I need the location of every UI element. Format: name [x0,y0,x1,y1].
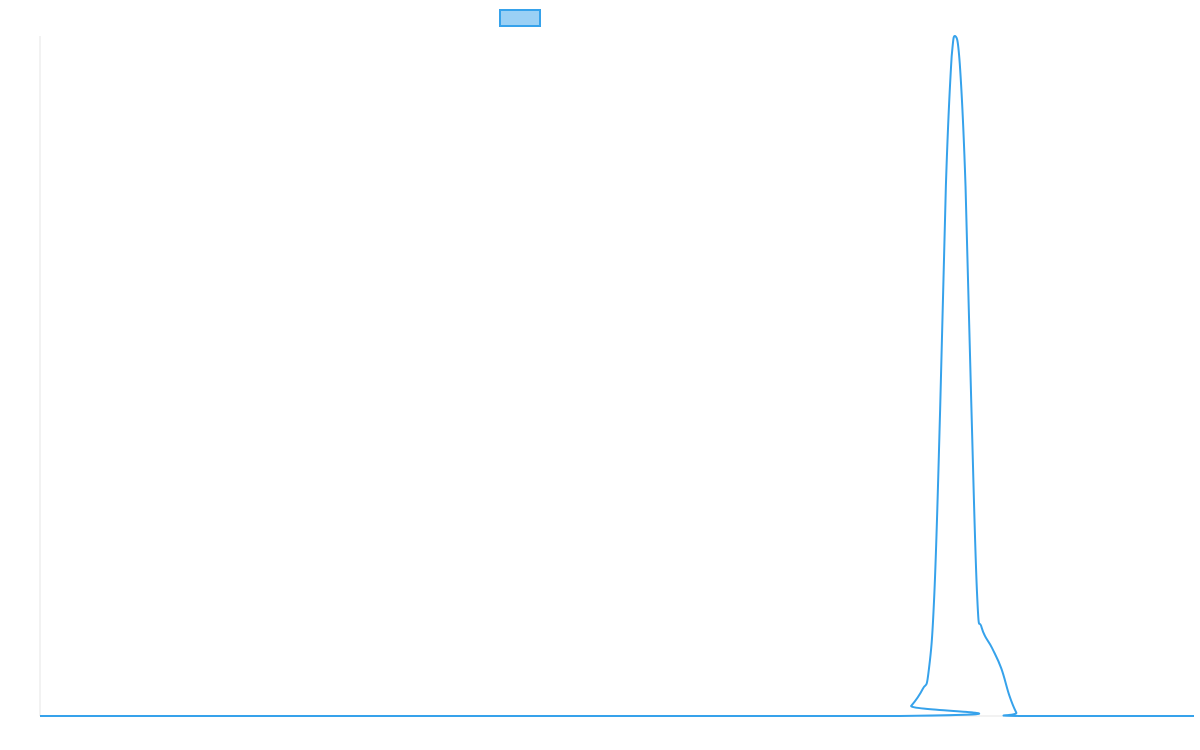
legend-swatch[interactable] [499,9,541,27]
series-layer [40,35,1194,718]
series-line-0 [40,35,1194,718]
axes [39,36,1194,717]
legend[interactable] [499,9,541,27]
